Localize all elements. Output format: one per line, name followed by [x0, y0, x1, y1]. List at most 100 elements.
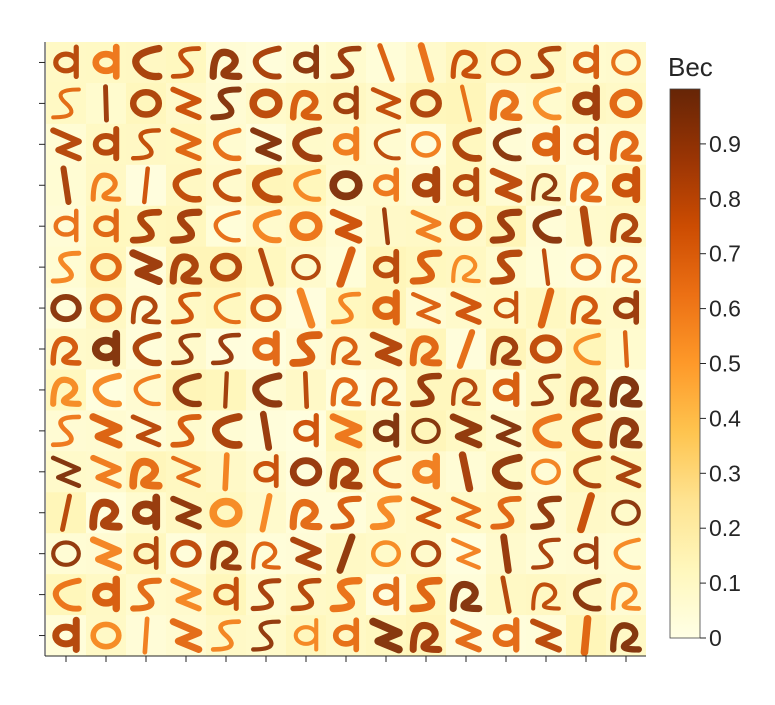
- heatmap-cell: [566, 123, 607, 166]
- heatmap-cell: [566, 328, 607, 370]
- heatmap-cell: [566, 492, 607, 534]
- heatmap-cell: [606, 451, 646, 493]
- heatmap-cell: [166, 205, 207, 248]
- heatmap-cell: [86, 328, 127, 370]
- heatmap-cell: [86, 369, 127, 411]
- heatmap-cell: [46, 205, 87, 248]
- heatmap-cell: [446, 205, 487, 248]
- colorbar-tick-label: 0.8: [709, 186, 741, 212]
- heatmap-cell: [126, 451, 167, 493]
- heatmap-cell: [206, 123, 247, 166]
- heatmap-cell: [566, 164, 607, 207]
- heatmap-cell: [166, 246, 207, 289]
- heatmap-cell: [246, 164, 287, 207]
- heatmap-cell: [526, 615, 567, 656]
- heatmap-cell: [86, 123, 127, 166]
- heatmap-cell: [486, 82, 527, 125]
- heatmap-cell: [526, 451, 567, 493]
- heatmap-cell: [46, 451, 87, 493]
- heatmap-cell: [246, 410, 287, 452]
- heatmap-cell: [526, 82, 567, 125]
- heatmap-cell: [166, 42, 207, 84]
- heatmap-cell: [486, 205, 527, 248]
- colorbar-tick-label: 0.7: [709, 241, 741, 267]
- heatmap-cell: [566, 451, 607, 493]
- heatmap-cell: [326, 451, 367, 493]
- heatmap-cell: [46, 615, 87, 656]
- heatmap-cell: [286, 328, 327, 370]
- heatmap-cell: [606, 369, 646, 411]
- heatmap-cell: [326, 164, 367, 207]
- heatmap-cell: [526, 246, 567, 289]
- heatmap-cell: [366, 574, 407, 616]
- heatmap-cell: [246, 205, 287, 248]
- heatmap-cell: [446, 451, 487, 493]
- heatmap-cell: [566, 205, 607, 248]
- heatmap-cell: [366, 451, 407, 493]
- heatmap-cell: [526, 369, 567, 411]
- heatmap-cell: [126, 287, 167, 330]
- colorbar-tick-label: 0.9: [709, 131, 741, 157]
- heatmap-cell: [446, 42, 487, 84]
- heatmap-cell: [206, 328, 247, 370]
- heatmap-cell: [126, 369, 167, 411]
- heatmap-cell: [126, 205, 167, 248]
- heatmap-cell: [246, 123, 287, 166]
- heatmap-cell: [246, 82, 287, 125]
- heatmap-cell: [46, 410, 87, 452]
- heatmap-cell: [166, 328, 207, 370]
- heatmap-cell: [166, 164, 207, 207]
- heatmap-cell: [286, 410, 327, 452]
- heatmap-cell: [366, 164, 407, 207]
- heatmap-cell: [206, 246, 247, 289]
- heatmap-cell: [606, 287, 646, 330]
- heatmap-cell: [286, 492, 327, 534]
- colorbar-gradient: [669, 88, 701, 639]
- heatmap-cell: [446, 287, 487, 330]
- heatmap-cell: [326, 410, 367, 452]
- heatmap-cell: [406, 42, 447, 84]
- heatmap-cell: [526, 410, 567, 452]
- heatmap-cell: [206, 533, 247, 575]
- heatmap-cell: [486, 328, 527, 370]
- heatmap-cell: [486, 42, 527, 84]
- heatmap-cell: [366, 82, 407, 125]
- heatmap-cell: [46, 42, 87, 84]
- colorbar-tick-label: 0.3: [709, 460, 741, 486]
- heatmap-cell: [526, 42, 567, 84]
- heatmap-cell: [206, 615, 247, 656]
- heatmap-cell: [286, 615, 327, 656]
- heatmap-cell: [326, 246, 367, 289]
- heatmap-cell: [86, 451, 127, 493]
- heatmap-cell: [366, 205, 407, 248]
- heatmap-cell: [46, 533, 87, 575]
- heatmap-cell: [406, 246, 447, 289]
- heatmap-cell: [126, 574, 167, 616]
- tiles-layer: [46, 42, 646, 656]
- heatmap-cell: [86, 205, 127, 248]
- heatmap-cell: [446, 369, 487, 411]
- heatmap-cell: [406, 205, 447, 248]
- colorbar-tick-label: 0.4: [709, 405, 741, 431]
- heatmap-cell: [126, 82, 167, 125]
- heatmap-cell: [166, 492, 207, 534]
- heatmap-cell: [206, 164, 247, 207]
- colorbar-tick-label: 0.1: [709, 570, 741, 596]
- heatmap-cell: [526, 533, 567, 575]
- heatmap-cell: [126, 246, 167, 289]
- heatmap-cell: [366, 42, 407, 84]
- heatmap-cell: [166, 451, 207, 493]
- heatmap-cell: [526, 205, 567, 248]
- heatmap-cell: [366, 492, 407, 534]
- heatmap-cell: [486, 287, 527, 330]
- heatmap-cell: [526, 574, 567, 616]
- heatmap-cell: [46, 328, 87, 370]
- heatmap-cell: [86, 615, 127, 656]
- heatmap-cell: [166, 615, 207, 656]
- colorbar-tick-label: 0.5: [709, 351, 741, 377]
- heatmap-cell: [86, 164, 127, 207]
- heatmap-cell: [246, 533, 287, 575]
- axes-layer: [39, 42, 646, 662]
